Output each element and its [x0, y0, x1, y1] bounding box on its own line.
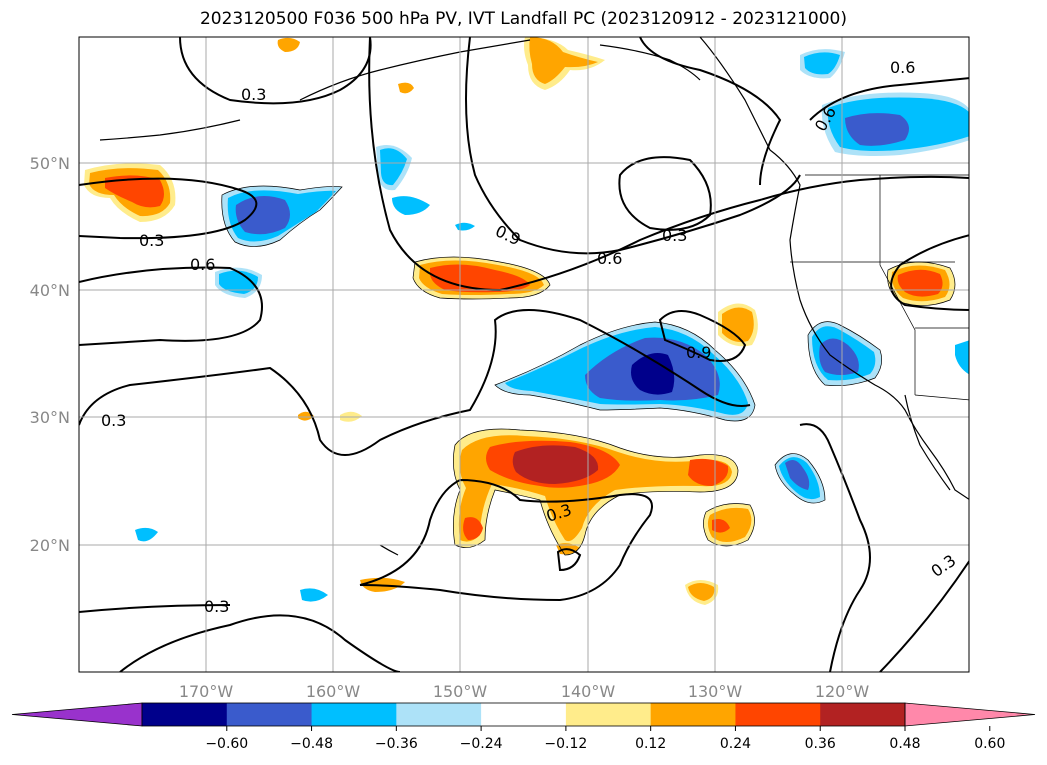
- contour-label: 0.3: [928, 551, 960, 581]
- graticule: [79, 37, 969, 672]
- contour-label: 0.9: [492, 221, 523, 249]
- colorbar-tick-label: −0.48: [290, 736, 333, 752]
- colorbar-segment: [396, 703, 482, 726]
- shaded-field-layer: [79, 37, 969, 672]
- latitude-ticks: 50°N 40°N 30°N 20°N: [30, 154, 70, 555]
- colorbar-segment: [565, 703, 652, 726]
- map-title: 2023120500 F036 500 hPa PV, IVT Landfall…: [199, 9, 847, 29]
- lon-tick-label: 140°W: [561, 682, 616, 701]
- colorbar-segment: [311, 703, 397, 726]
- colorbar-tick-label: 0.24: [720, 736, 751, 752]
- colorbar-tick-label: 0.48: [889, 736, 920, 752]
- contour-label: 0.9: [686, 343, 711, 362]
- lon-tick-label: 160°W: [306, 682, 361, 701]
- lon-tick-label: 170°W: [179, 682, 234, 701]
- contour-label: 0.6: [890, 58, 915, 77]
- contour-label: 0.3: [241, 85, 266, 104]
- lat-tick-label: 40°N: [30, 281, 70, 300]
- contour-label: 0.3: [204, 597, 229, 616]
- lon-tick-label: 120°W: [815, 682, 870, 701]
- colorbar-segment: [735, 703, 821, 726]
- colorbar-frame: [141, 702, 906, 727]
- lat-tick-label: 50°N: [30, 154, 70, 173]
- colorbar: −0.60 −0.48 −0.36 −0.24 −0.12 0.12 0.24 0.36 0.4…: [11, 702, 1036, 752]
- colorbar-tick-label: 0.36: [805, 736, 836, 752]
- contour-label: 0.6: [597, 249, 622, 268]
- coastline: [99, 37, 969, 556]
- colorbar-tick-label: −0.24: [460, 736, 503, 752]
- ivt-contours: [79, 37, 969, 672]
- colorbar-tick-label: −0.36: [375, 736, 418, 752]
- map-frame: [78, 36, 970, 673]
- longitude-ticks: 170°W 160°W 150°W 140°W 130°W 120°W: [179, 682, 870, 701]
- contour-label: 0.6: [190, 255, 215, 274]
- colorbar-segment: [650, 703, 736, 726]
- colorbar-tick-label: 0.12: [635, 736, 666, 752]
- colorbar-extend-min: [11, 702, 143, 727]
- colorbar-tick-label: −0.12: [544, 736, 587, 752]
- lon-tick-label: 150°W: [433, 682, 488, 701]
- colorbar-tick-label: 0.60: [974, 736, 1005, 752]
- contour-label: 0.3: [139, 231, 164, 250]
- colorbar-segment: [481, 703, 567, 726]
- colorbar-extend-max: [904, 702, 1036, 727]
- shaded-outline-contours: [221, 185, 956, 556]
- contour-label: 0.3: [662, 226, 687, 245]
- colorbar-tick-label: −0.60: [205, 736, 248, 752]
- contour-label: 0.3: [101, 411, 126, 430]
- lon-tick-label: 130°W: [688, 682, 743, 701]
- colorbar-segment: [142, 703, 228, 726]
- colorbar-segment: [820, 703, 906, 726]
- lat-tick-label: 30°N: [30, 408, 70, 427]
- colorbar-segment: [226, 703, 313, 726]
- state-borders: [790, 174, 969, 401]
- lat-tick-label: 20°N: [30, 536, 70, 555]
